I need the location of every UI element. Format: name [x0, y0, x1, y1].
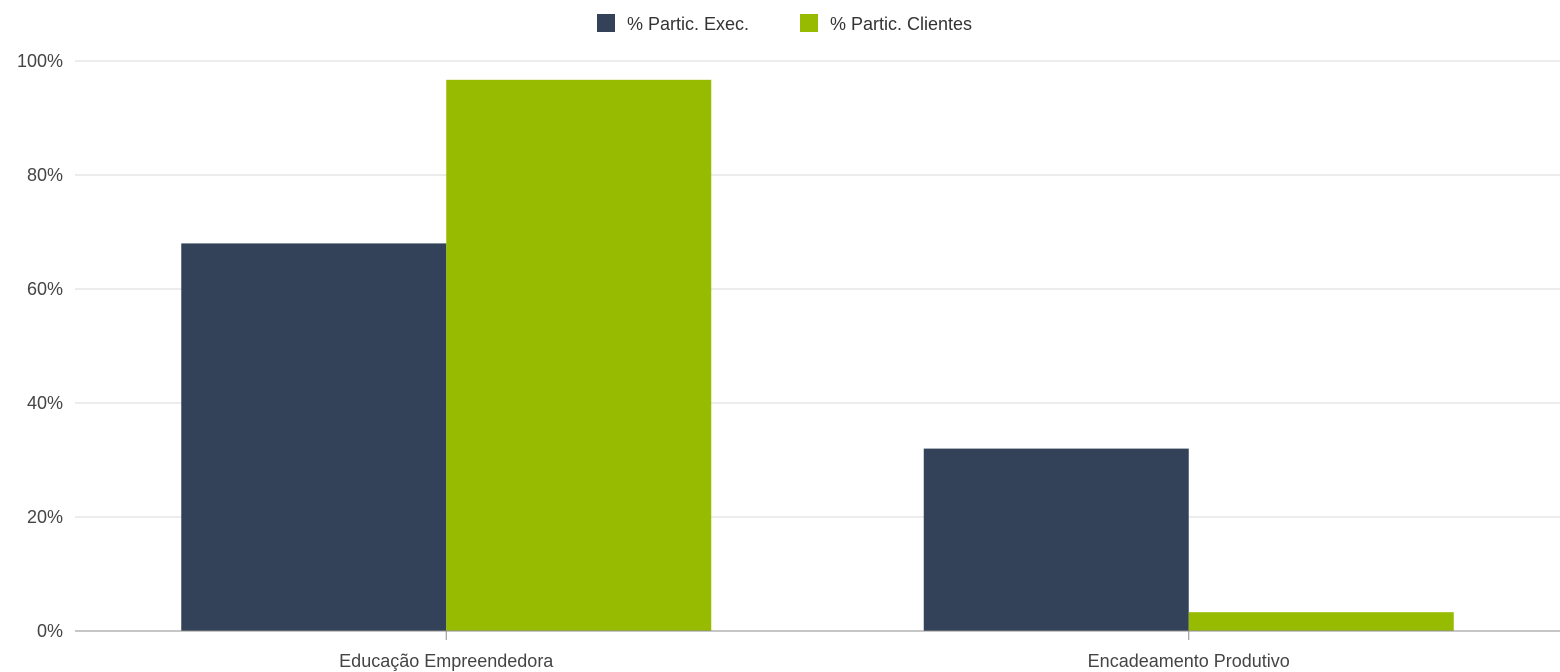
legend-swatch — [597, 14, 615, 32]
y-tick-label: 60% — [27, 279, 63, 299]
x-axis — [75, 630, 1560, 640]
legend-swatch — [800, 14, 818, 32]
legend-item-exec[interactable]: % Partic. Exec. — [597, 14, 749, 34]
bars — [181, 79, 1454, 631]
y-tick-label: 40% — [27, 393, 63, 413]
y-tick-label: 80% — [27, 165, 63, 185]
x-category-label: Educação Empreendedora — [339, 651, 554, 671]
y-tick-label: 100% — [17, 51, 63, 71]
legend-item-clientes[interactable]: % Partic. Clientes — [800, 14, 972, 34]
y-axis-ticks: 0% 20% 40% 60% 80% 100% — [17, 51, 63, 641]
legend-label: % Partic. Exec. — [627, 14, 749, 34]
bar-clientes-1[interactable] — [1188, 612, 1454, 631]
bar-clientes-0[interactable] — [446, 79, 712, 631]
x-axis-categories: Educação Empreendedora Encadeamento Produ… — [339, 651, 1290, 671]
bar-exec-1[interactable] — [923, 448, 1189, 631]
legend[interactable]: % Partic. Exec. % Partic. Clientes — [597, 14, 972, 34]
bar-exec-0[interactable] — [181, 243, 447, 631]
x-category-label: Encadeamento Produtivo — [1088, 651, 1290, 671]
y-tick-label: 0% — [37, 621, 63, 641]
y-tick-label: 20% — [27, 507, 63, 527]
legend-label: % Partic. Clientes — [830, 14, 972, 34]
